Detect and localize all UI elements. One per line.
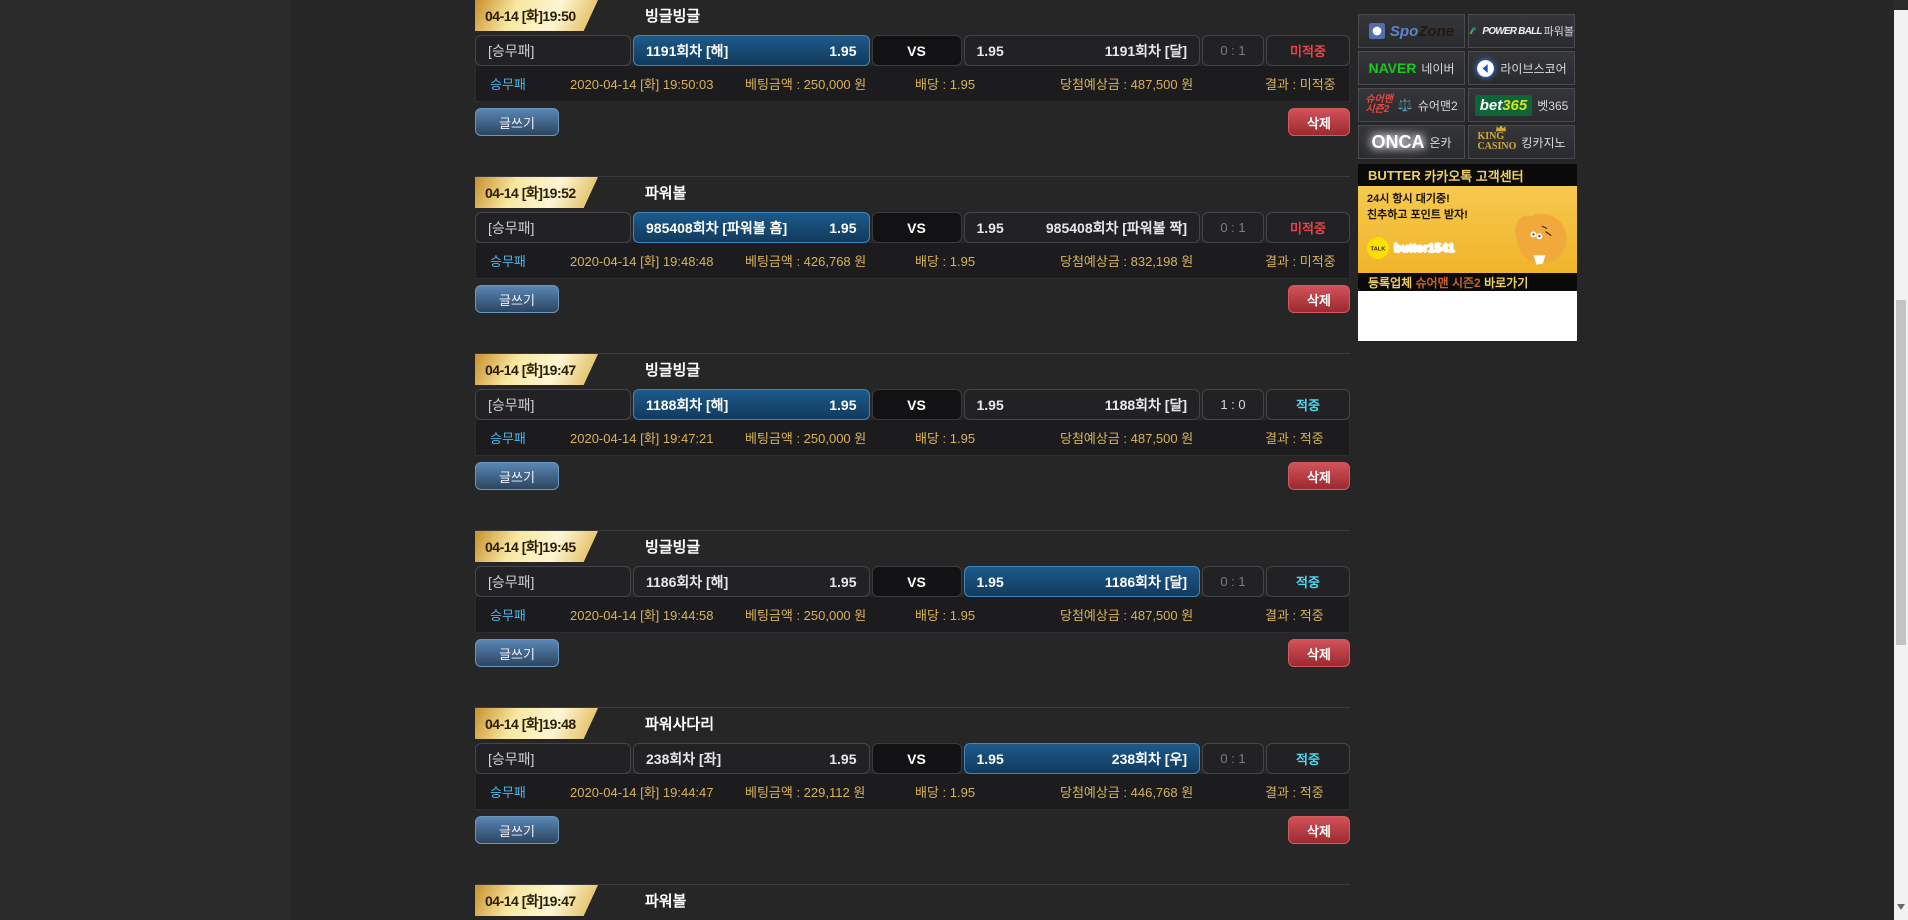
svg-text:TALK: TALK: [1371, 246, 1387, 252]
